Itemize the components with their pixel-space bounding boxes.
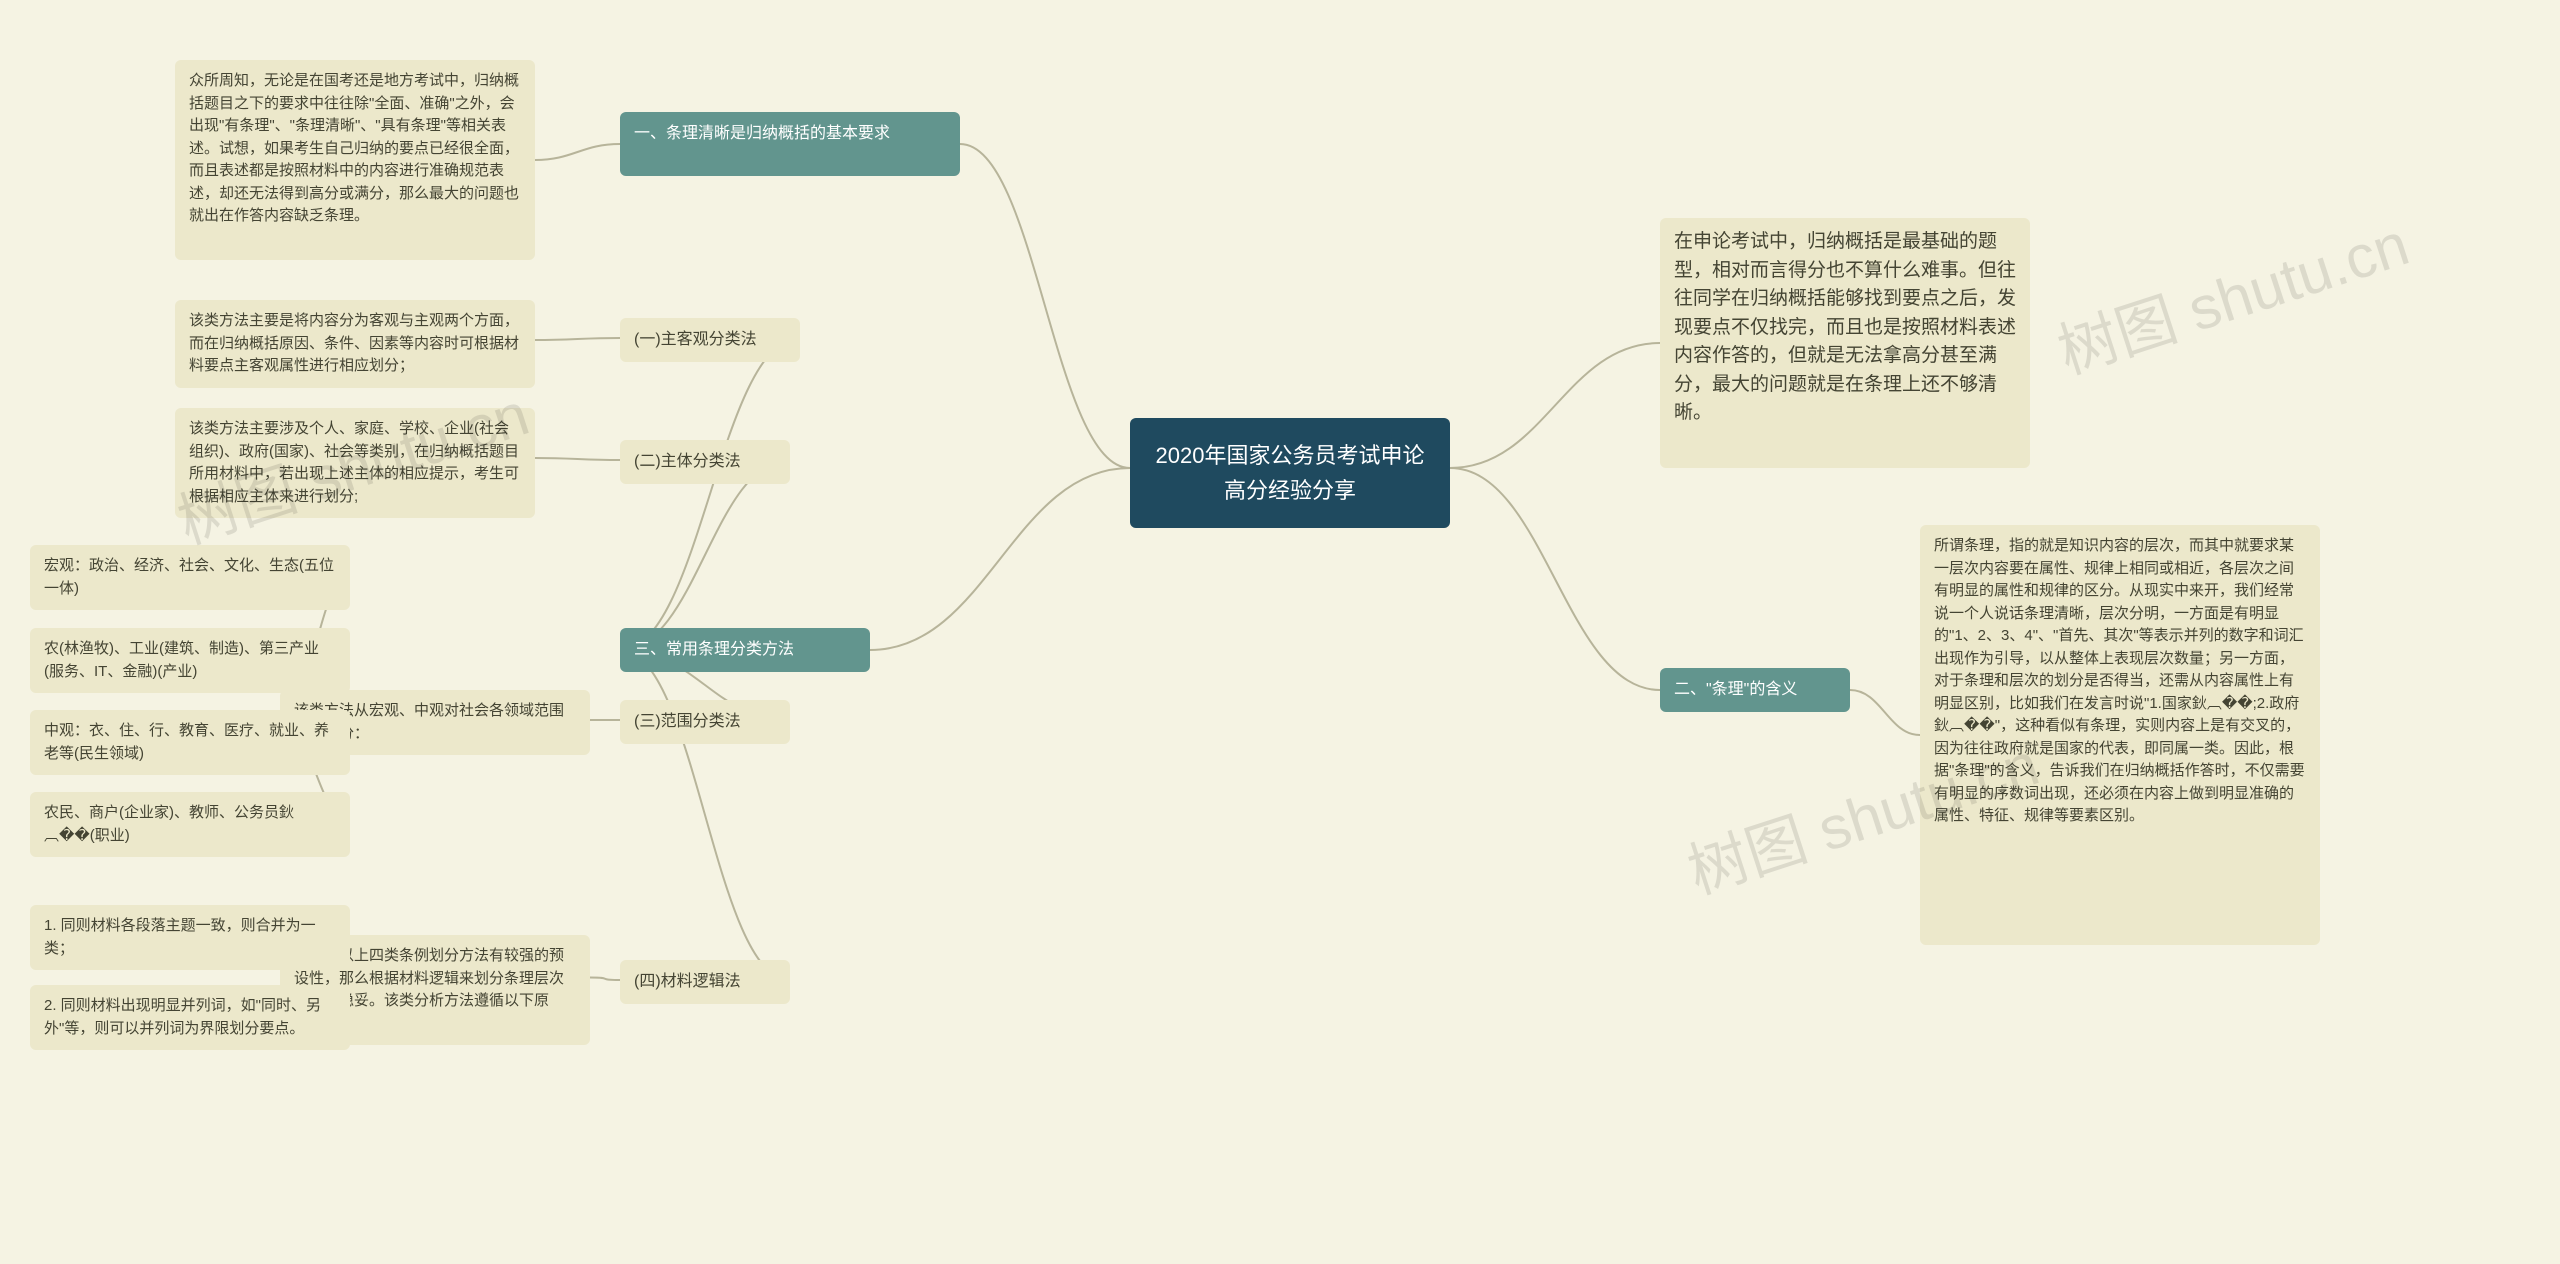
method-1-body: 该类方法主要是将内容分为客观与主观两个方面，而在归纳概括原因、条件、因素等内容时… bbox=[175, 300, 535, 388]
method-2-title: (二)主体分类法 bbox=[620, 440, 790, 484]
method-3-title: (三)范围分类法 bbox=[620, 700, 790, 744]
method-4-item-b: 2. 同则材料出现明显并列词，如"同时、另外"等，则可以并列词为界限划分要点。 bbox=[30, 985, 350, 1050]
method-4-item-a: 1. 同则材料各段落主题一致，则合并为一类； bbox=[30, 905, 350, 970]
section-2-title: 二、"条理"的含义 bbox=[1660, 668, 1850, 712]
section-1-body: 众所周知，无论是在国考还是地方考试中，归纳概括题目之下的要求中往往除"全面、准确… bbox=[175, 60, 535, 260]
section-1-title: 一、条理清晰是归纳概括的基本要求 bbox=[620, 112, 960, 176]
watermark: 树图 shutu.cn bbox=[2045, 196, 2418, 391]
section-3-title: 三、常用条理分类方法 bbox=[620, 628, 870, 672]
method-4-title: (四)材料逻辑法 bbox=[620, 960, 790, 1004]
method-2-body: 该类方法主要涉及个人、家庭、学校、企业(社会组织)、政府(国家)、社会等类别，在… bbox=[175, 408, 535, 518]
section-2-body: 所谓条理，指的就是知识内容的层次，而其中就要求某一层次内容要在属性、规律上相同或… bbox=[1920, 525, 2320, 945]
intro-text: 在申论考试中，归纳概括是最基础的题型，相对而言得分也不算什么难事。但往往同学在归… bbox=[1660, 218, 2030, 468]
method-3-item-a: 宏观：政治、经济、社会、文化、生态(五位一体) bbox=[30, 545, 350, 610]
method-3-item-c: 中观：衣、住、行、教育、医疗、就业、养老等(民生领域) bbox=[30, 710, 350, 775]
method-3-item-b: 农(林渔牧)、工业(建筑、制造)、第三产业(服务、IT、金融)(产业) bbox=[30, 628, 350, 693]
method-1-title: (一)主客观分类法 bbox=[620, 318, 800, 362]
root-node: 2020年国家公务员考试申论高分经验分享 bbox=[1130, 418, 1450, 528]
method-3-item-d: 农民、商户(企业家)、教师、公务员鈥︹��(职业) bbox=[30, 792, 350, 857]
